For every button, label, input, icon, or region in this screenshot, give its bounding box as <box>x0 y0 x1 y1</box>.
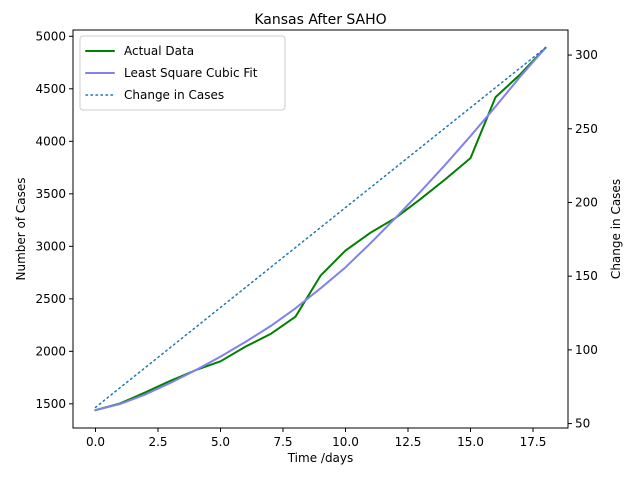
chart-title: Kansas After SAHO <box>254 12 386 28</box>
y-tick-label: 3500 <box>35 187 66 201</box>
x-tick-label: 12.5 <box>395 435 422 449</box>
x-axis-label: Time /days <box>287 451 354 465</box>
y-tick-label: 4000 <box>35 134 66 148</box>
y2-tick-label: 250 <box>575 122 598 136</box>
y-tick-label: 1500 <box>35 397 66 411</box>
y-tick-label: 4500 <box>35 82 66 96</box>
x-tick-label: 15.0 <box>457 435 484 449</box>
x-tick-label: 0.0 <box>86 435 105 449</box>
x-tick-label: 7.5 <box>273 435 292 449</box>
series-line-0 <box>94 46 547 412</box>
plot-frame <box>72 29 569 429</box>
y-tick-label: 3000 <box>35 239 66 253</box>
y-tick-label: 2500 <box>35 292 66 306</box>
y-tick-label: 2000 <box>35 344 66 358</box>
legend-label-2: Change in Cases <box>124 88 224 102</box>
y2-tick-label: 150 <box>575 269 598 283</box>
series-layer <box>94 46 547 412</box>
y-tick-label: 5000 <box>35 29 66 43</box>
y-axis-label: Number of Cases <box>14 177 28 280</box>
series-line-2 <box>94 46 547 409</box>
legend-label-0: Actual Data <box>124 44 194 58</box>
x-tick-label: 5.0 <box>211 435 230 449</box>
legend-box <box>79 35 286 111</box>
y2-tick-label: 300 <box>575 48 598 62</box>
y2-tick-label: 50 <box>575 417 590 431</box>
x-tick-label: 2.5 <box>148 435 167 449</box>
x-tick-label: 10.0 <box>332 435 359 449</box>
y2-axis-label: Change in Cases <box>609 179 623 279</box>
series-line-1 <box>94 46 547 412</box>
axes-layer: 0.0 2.5 5.0 7.5 10.0 12.5 15.0 17.5 1500 2000 2500… <box>35 29 597 449</box>
y2-tick-label: 100 <box>575 343 598 357</box>
legend-label-1: Least Square Cubic Fit <box>124 66 258 80</box>
x-tick-label: 17.5 <box>520 435 547 449</box>
y2-tick-label: 200 <box>575 195 598 209</box>
legend: Actual Data Least Square Cubic Fit Change … <box>79 35 286 111</box>
